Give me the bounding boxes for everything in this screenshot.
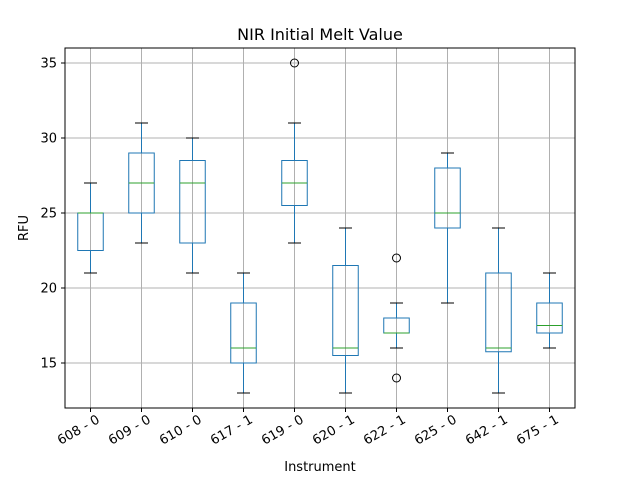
- x-tick-label: 610 - 0: [157, 412, 204, 448]
- x-tick-label: 675 - 1: [514, 412, 561, 448]
- box-7: [434, 152, 461, 304]
- y-axis-label: RFU: [17, 215, 32, 241]
- x-tick-label: 622 - 1: [361, 412, 408, 448]
- outlier-point: [392, 373, 401, 383]
- x-tick-label: 625 - 0: [412, 412, 459, 448]
- x-tick-label: 608 - 0: [55, 412, 102, 448]
- x-tick-label: 617 - 1: [208, 412, 255, 448]
- box-8: [485, 227, 512, 394]
- x-axis-label: Instrument: [284, 460, 356, 475]
- plot-frame: [64, 47, 576, 409]
- box-6: [383, 253, 410, 383]
- box-3: [230, 272, 257, 394]
- box-9: [536, 272, 563, 349]
- box-2: [179, 137, 206, 274]
- box-4: [281, 58, 308, 244]
- x-tick-label: 620 - 1: [310, 412, 357, 448]
- boxes-layer: [77, 58, 563, 394]
- x-axis-ticks: 608 - 0 609 - 0 610 - 0 617 - 1 619 - 0 620 -…: [55, 408, 562, 448]
- box-iqr: [536, 302, 563, 334]
- box-iqr: [230, 302, 257, 364]
- box-iqr: [485, 272, 512, 353]
- chart-title: NIR Initial Melt Value: [237, 25, 403, 44]
- y-tick-label: 20: [40, 282, 57, 297]
- box-iqr: [179, 160, 206, 244]
- x-tick-label: 619 - 0: [259, 412, 306, 448]
- y-tick-label: 25: [40, 207, 57, 222]
- x-tick-label: 609 - 0: [106, 412, 153, 448]
- x-tick-label: 642 - 1: [463, 412, 510, 448]
- outlier-point: [290, 58, 299, 68]
- y-tick-label: 15: [40, 357, 57, 372]
- box-iqr: [434, 167, 461, 229]
- y-tick-label: 35: [40, 57, 57, 72]
- box-1: [128, 122, 155, 244]
- y-axis-ticks: 15 20 25 30 35: [40, 57, 65, 372]
- box-5: [332, 227, 359, 394]
- box-iqr: [332, 265, 359, 356]
- y-tick-label: 30: [40, 132, 57, 147]
- outlier-point: [392, 253, 401, 263]
- box-0: [77, 182, 104, 274]
